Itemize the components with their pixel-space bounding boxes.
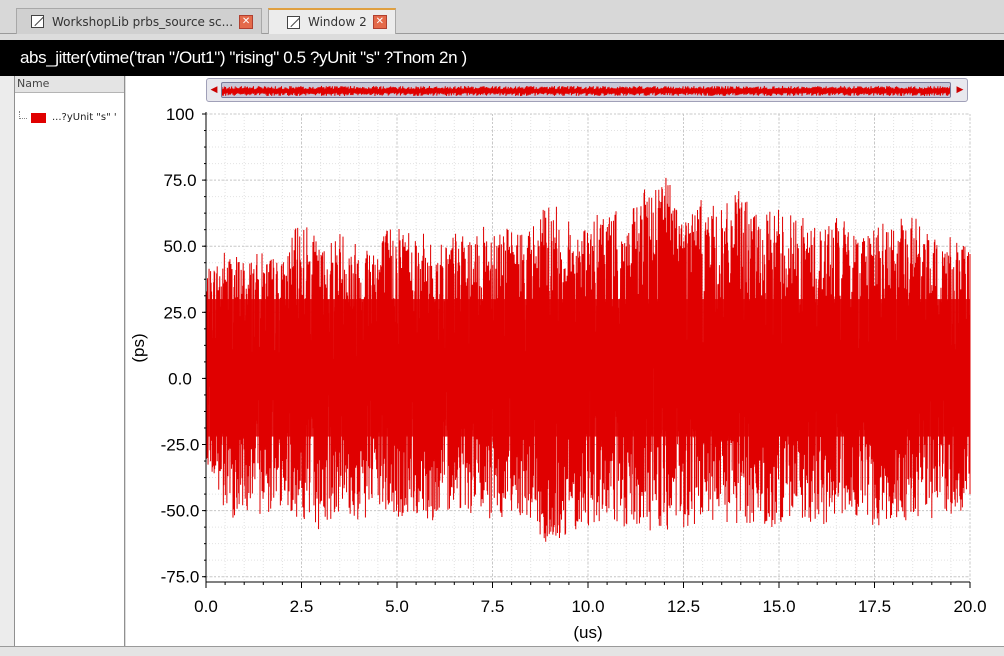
y-tick-label: 50.0 <box>163 237 196 256</box>
x-tick-label: 17.5 <box>858 597 891 616</box>
x-tick-label: 7.5 <box>481 597 505 616</box>
legend-label: ...?yUnit "s" ' <box>52 112 117 123</box>
scroll-thumb[interactable] <box>221 82 951 98</box>
overview-trace-path <box>221 85 951 97</box>
y-axis-label: (ps) <box>129 333 148 362</box>
x-tick-label: 5.0 <box>385 597 409 616</box>
jitter-chart: 100 75.0 50.0 25.0 0.0 -25.0 -50.0 -75.0 0.0 2.5 5… <box>129 105 987 642</box>
x-scroll-strip[interactable]: ◀ ▶ <box>206 78 968 102</box>
x-tick-label: 20.0 <box>953 597 986 616</box>
y-tick-label: 25.0 <box>163 303 196 322</box>
x-tick-label: 15.0 <box>762 597 795 616</box>
tree-connector <box>19 110 27 119</box>
document-icon <box>287 15 300 29</box>
scroll-left-arrow-icon[interactable]: ◀ <box>210 85 218 95</box>
tab-label: WorkshopLib prbs_source sc... <box>52 14 234 29</box>
x-tick-label: 0.0 <box>194 597 218 616</box>
close-icon[interactable]: ✕ <box>372 15 387 29</box>
plot-title: abs_jitter(vtime('tran "/Out1") "rising"… <box>0 40 1004 76</box>
series-core-band <box>206 299 970 437</box>
tab-workshoplib[interactable]: WorkshopLib prbs_source sc... ✕ <box>16 8 262 34</box>
x-tick-label: 10.0 <box>571 597 604 616</box>
scroll-right-arrow-icon[interactable]: ▶ <box>956 85 964 95</box>
name-pane-header: Name <box>15 76 124 93</box>
legend-swatch <box>31 112 46 123</box>
name-pane: Name ...?yUnit "s" ' <box>14 76 125 646</box>
y-tick-label: -25.0 <box>161 436 200 455</box>
y-tick-label: 100 <box>166 105 194 124</box>
close-icon[interactable]: ✕ <box>239 14 254 29</box>
plot-panel[interactable]: 100 75.0 50.0 25.0 0.0 -25.0 -50.0 -75.0 0.0 2.5 5… <box>126 76 1004 646</box>
tab-bar: WorkshopLib prbs_source sc... ✕ Window 2… <box>0 0 1004 34</box>
tab-window-2[interactable]: Window 2 ✕ <box>268 8 396 34</box>
x-tick-label: 12.5 <box>667 597 700 616</box>
overview-trace <box>221 85 951 97</box>
y-tick-label: -75.0 <box>161 568 200 587</box>
document-icon <box>31 15 44 28</box>
bottom-edge <box>0 646 1004 656</box>
x-axis-label: (us) <box>573 623 602 642</box>
y-tick-label: 75.0 <box>163 171 196 190</box>
left-strip <box>0 76 14 646</box>
y-tick-label: -50.0 <box>161 502 200 521</box>
y-tick-label: 0.0 <box>168 369 192 388</box>
tab-label: Window 2 <box>308 15 367 29</box>
x-tick-label: 2.5 <box>290 597 314 616</box>
legend-entry[interactable]: ...?yUnit "s" ' <box>19 110 117 123</box>
